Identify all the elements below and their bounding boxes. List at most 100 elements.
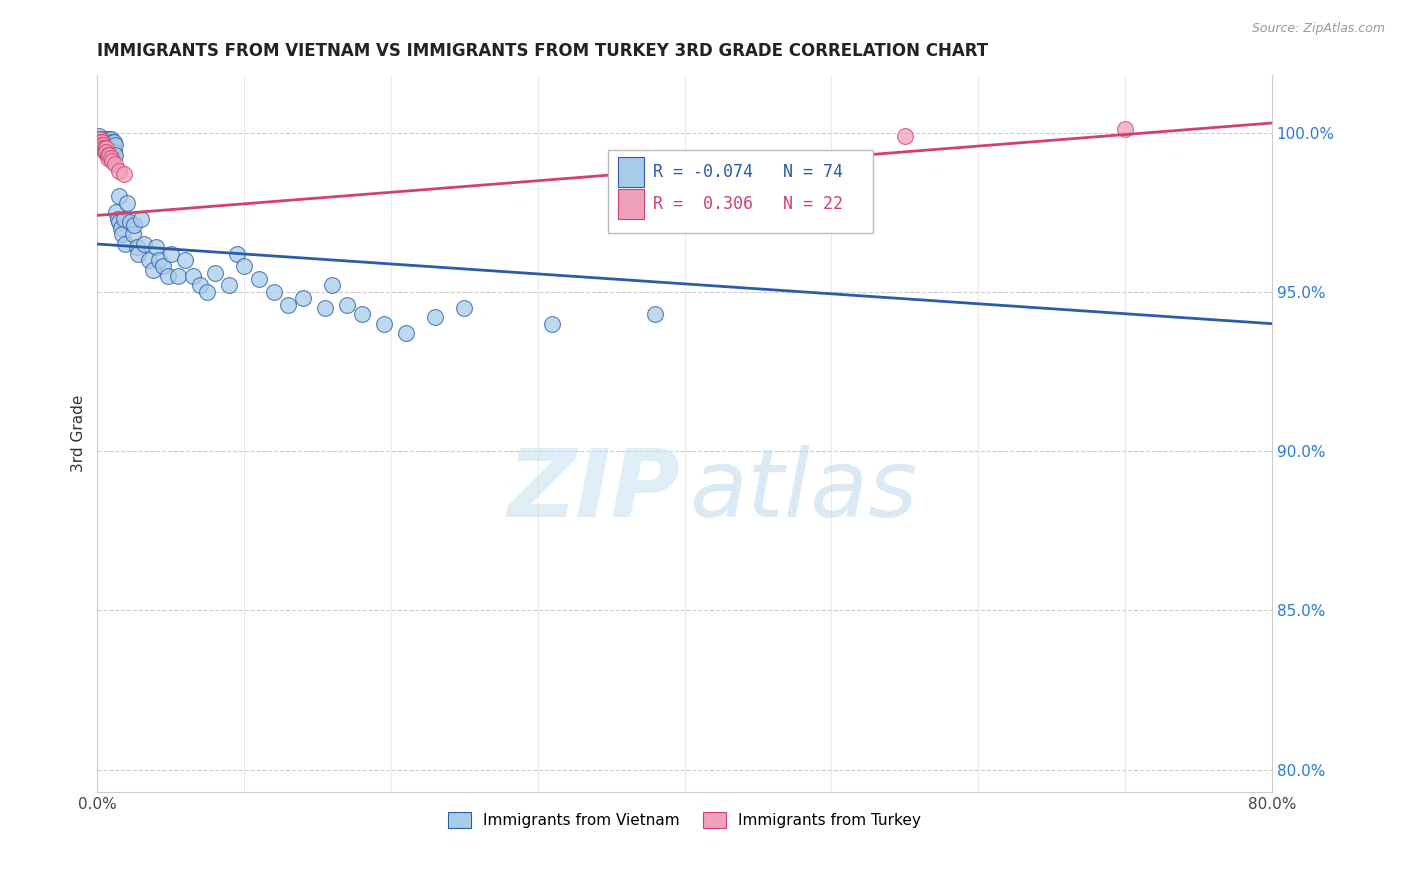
Point <box>90 135 112 149</box>
Point <box>104 138 127 153</box>
Y-axis label: 3rd Grade: 3rd Grade <box>72 395 86 472</box>
Point <box>101 135 124 149</box>
Point <box>395 326 418 341</box>
Point <box>314 301 336 315</box>
Point <box>91 141 114 155</box>
Point <box>336 297 359 311</box>
Point <box>91 141 114 155</box>
Point <box>1114 122 1136 136</box>
Point <box>142 262 165 277</box>
Bar <box>617 157 644 187</box>
Point <box>97 132 120 146</box>
Point <box>93 145 115 159</box>
Point <box>107 211 129 226</box>
Point <box>100 138 122 153</box>
Text: ZIP: ZIP <box>508 445 681 537</box>
Point <box>138 252 160 267</box>
Point <box>122 218 145 232</box>
Point <box>100 151 122 165</box>
Point <box>453 301 475 315</box>
Point <box>93 141 115 155</box>
Point <box>89 135 111 149</box>
Point <box>89 135 111 149</box>
Point <box>98 132 121 146</box>
Text: R = -0.074   N = 74: R = -0.074 N = 74 <box>652 163 844 181</box>
Point <box>174 252 197 267</box>
Point <box>108 189 131 203</box>
Point <box>277 297 299 311</box>
Point <box>90 132 112 146</box>
Point <box>105 205 128 219</box>
Point <box>98 148 121 162</box>
Point <box>96 135 118 149</box>
Point <box>108 163 131 178</box>
Point <box>97 138 120 153</box>
Point <box>89 132 111 146</box>
Text: Source: ZipAtlas.com: Source: ZipAtlas.com <box>1251 22 1385 36</box>
Point <box>96 138 118 153</box>
Point <box>225 246 247 260</box>
Point <box>90 138 112 153</box>
Point <box>894 128 917 143</box>
Point <box>134 237 156 252</box>
Point <box>350 307 373 321</box>
Point <box>108 215 131 229</box>
Point <box>159 246 181 260</box>
Point <box>97 135 120 149</box>
Point <box>197 285 219 299</box>
Point <box>90 135 112 149</box>
Text: R =  0.306   N = 22: R = 0.306 N = 22 <box>652 195 844 213</box>
Text: IMMIGRANTS FROM VIETNAM VS IMMIGRANTS FROM TURKEY 3RD GRADE CORRELATION CHART: IMMIGRANTS FROM VIETNAM VS IMMIGRANTS FR… <box>97 42 988 60</box>
Point <box>321 278 343 293</box>
Point <box>98 135 121 149</box>
Point <box>114 237 136 252</box>
Point <box>103 135 125 149</box>
Point <box>644 307 666 321</box>
Point <box>93 135 115 149</box>
Point <box>188 278 211 293</box>
FancyBboxPatch shape <box>609 151 873 233</box>
Point <box>125 240 148 254</box>
Point <box>541 317 564 331</box>
Point <box>87 128 110 143</box>
Point <box>93 141 115 155</box>
Point <box>148 252 170 267</box>
Point <box>90 141 112 155</box>
Point <box>423 310 446 325</box>
Point <box>104 148 127 162</box>
Point <box>97 148 120 162</box>
Point <box>87 132 110 146</box>
Point <box>96 145 118 159</box>
Point <box>181 268 204 283</box>
Point <box>91 138 114 153</box>
Point <box>263 285 285 299</box>
Point <box>233 260 256 274</box>
Point <box>101 141 124 155</box>
Point <box>112 211 135 226</box>
Point <box>152 260 174 274</box>
Point <box>100 132 122 146</box>
Point <box>91 138 114 153</box>
Point <box>110 221 132 235</box>
Point <box>291 291 314 305</box>
Point <box>156 268 179 283</box>
Bar <box>617 189 644 219</box>
Text: atlas: atlas <box>689 445 917 536</box>
Point <box>90 138 112 153</box>
Point <box>96 141 118 155</box>
Point <box>111 227 134 242</box>
Point <box>93 138 115 153</box>
Point <box>97 151 120 165</box>
Point <box>247 272 270 286</box>
Point <box>167 268 190 283</box>
Point <box>118 215 141 229</box>
Point <box>145 240 167 254</box>
Point <box>127 246 149 260</box>
Point <box>218 278 240 293</box>
Point <box>103 145 125 159</box>
Point <box>104 157 127 171</box>
Point <box>131 211 153 226</box>
Point <box>98 141 121 155</box>
Point <box>101 154 124 169</box>
Point <box>121 227 143 242</box>
